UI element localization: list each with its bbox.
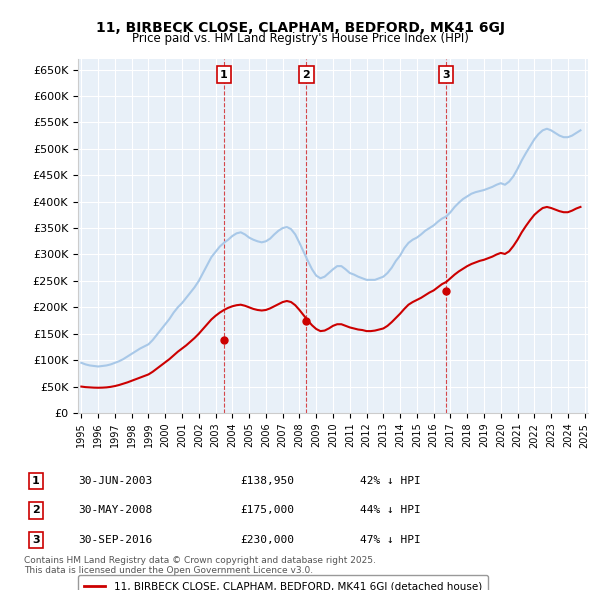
- Text: £230,000: £230,000: [240, 535, 294, 545]
- Text: £138,950: £138,950: [240, 476, 294, 486]
- Text: 47% ↓ HPI: 47% ↓ HPI: [360, 535, 421, 545]
- Text: 44% ↓ HPI: 44% ↓ HPI: [360, 506, 421, 515]
- Text: Contains HM Land Registry data © Crown copyright and database right 2025.
This d: Contains HM Land Registry data © Crown c…: [24, 556, 376, 575]
- Text: 1: 1: [220, 70, 228, 80]
- Legend: 11, BIRBECK CLOSE, CLAPHAM, BEDFORD, MK41 6GJ (detached house), HPI: Average pri: 11, BIRBECK CLOSE, CLAPHAM, BEDFORD, MK4…: [78, 575, 488, 590]
- Text: £175,000: £175,000: [240, 506, 294, 515]
- Text: 42% ↓ HPI: 42% ↓ HPI: [360, 476, 421, 486]
- Text: 3: 3: [32, 535, 40, 545]
- Text: 1: 1: [32, 476, 40, 486]
- Text: 30-JUN-2003: 30-JUN-2003: [78, 476, 152, 486]
- Text: 30-SEP-2016: 30-SEP-2016: [78, 535, 152, 545]
- Text: 2: 2: [302, 70, 310, 80]
- Text: 3: 3: [442, 70, 450, 80]
- Text: 30-MAY-2008: 30-MAY-2008: [78, 506, 152, 515]
- Text: 11, BIRBECK CLOSE, CLAPHAM, BEDFORD, MK41 6GJ: 11, BIRBECK CLOSE, CLAPHAM, BEDFORD, MK4…: [95, 21, 505, 35]
- Text: 2: 2: [32, 506, 40, 515]
- Text: Price paid vs. HM Land Registry's House Price Index (HPI): Price paid vs. HM Land Registry's House …: [131, 32, 469, 45]
